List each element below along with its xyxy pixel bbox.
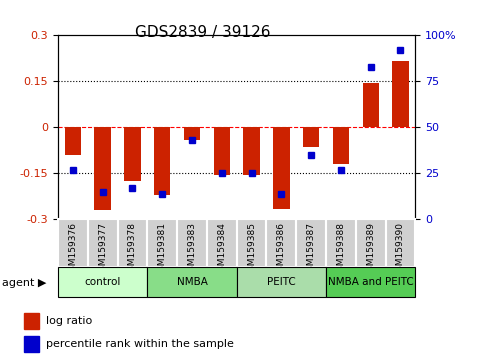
- Text: GSM159389: GSM159389: [366, 222, 375, 277]
- Bar: [363, 83, 379, 127]
- Bar: [65, 127, 81, 155]
- Text: percentile rank within the sample: percentile rank within the sample: [46, 339, 234, 349]
- Text: GSM159378: GSM159378: [128, 222, 137, 277]
- Text: GSM159383: GSM159383: [187, 222, 197, 277]
- Bar: [154, 127, 170, 195]
- Bar: [303, 127, 319, 147]
- Bar: [273, 127, 289, 209]
- FancyBboxPatch shape: [385, 219, 415, 267]
- Text: GSM159381: GSM159381: [158, 222, 167, 277]
- Bar: [243, 127, 260, 175]
- Text: GSM159384: GSM159384: [217, 222, 226, 277]
- Bar: [24, 336, 39, 352]
- Text: NMBA and PEITC: NMBA and PEITC: [328, 277, 413, 287]
- Bar: [184, 127, 200, 140]
- FancyBboxPatch shape: [296, 219, 326, 267]
- FancyBboxPatch shape: [237, 219, 267, 267]
- Text: NMBA: NMBA: [177, 277, 207, 287]
- Bar: [95, 127, 111, 210]
- FancyBboxPatch shape: [88, 219, 117, 267]
- Text: GDS2839 / 39126: GDS2839 / 39126: [135, 25, 271, 40]
- FancyBboxPatch shape: [326, 267, 415, 297]
- FancyBboxPatch shape: [177, 219, 207, 267]
- FancyBboxPatch shape: [356, 219, 385, 267]
- FancyBboxPatch shape: [58, 267, 147, 297]
- Text: log ratio: log ratio: [46, 316, 92, 326]
- Bar: [392, 62, 409, 127]
- FancyBboxPatch shape: [147, 219, 177, 267]
- FancyBboxPatch shape: [117, 219, 147, 267]
- Bar: [333, 127, 349, 164]
- Text: GSM159390: GSM159390: [396, 222, 405, 277]
- FancyBboxPatch shape: [237, 267, 326, 297]
- Text: GSM159387: GSM159387: [307, 222, 315, 277]
- FancyBboxPatch shape: [267, 219, 296, 267]
- Text: PEITC: PEITC: [267, 277, 296, 287]
- Text: GSM159386: GSM159386: [277, 222, 286, 277]
- Text: control: control: [85, 277, 121, 287]
- FancyBboxPatch shape: [147, 267, 237, 297]
- Text: GSM159376: GSM159376: [69, 222, 77, 277]
- FancyBboxPatch shape: [58, 219, 88, 267]
- Bar: [213, 127, 230, 175]
- Text: GSM159385: GSM159385: [247, 222, 256, 277]
- FancyBboxPatch shape: [326, 219, 356, 267]
- Text: agent ▶: agent ▶: [2, 278, 47, 288]
- FancyBboxPatch shape: [207, 219, 237, 267]
- Bar: [124, 127, 141, 181]
- Text: GSM159377: GSM159377: [98, 222, 107, 277]
- Text: GSM159388: GSM159388: [337, 222, 345, 277]
- Bar: [24, 313, 39, 329]
